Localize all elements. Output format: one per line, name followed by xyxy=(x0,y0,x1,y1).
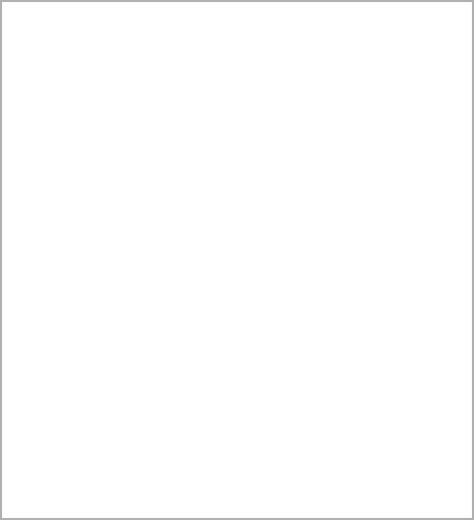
Text: Chronic Thromboembolic Pulmonary Hypertension (CTEPH) Diagnosis Confirmed: Chronic Thromboembolic Pulmonary Hyperte… xyxy=(23,63,451,73)
FancyBboxPatch shape xyxy=(0,0,474,52)
Text: plinary UC San Diego CTEPH Team: plinary UC San Diego CTEPH Team xyxy=(7,24,233,37)
FancyBboxPatch shape xyxy=(12,109,462,180)
Text: Targeted Medical Therapy and/or
Balloon Pulmonary Angioplasty: Targeted Medical Therapy and/or Balloon … xyxy=(265,271,453,293)
Text: Pulmonary Thromboendarterectomy: Pulmonary Thromboendarterectomy xyxy=(9,273,223,283)
FancyBboxPatch shape xyxy=(254,196,464,262)
Text: CTEPH Treatment Algorithm by the Multidisci-: CTEPH Treatment Algorithm by the Multidi… xyxy=(134,10,443,23)
Text: CENTRAL ILLUSTRATION:: CENTRAL ILLUSTRATION: xyxy=(7,10,172,23)
Text: CTEPH Multidisciplinary Team Assessment: CTEPH Multidisciplinary Team Assessment xyxy=(105,96,369,106)
Text: Mahmud, E. et al. J Am Coll Cardiol. 2018;71(21):2468-86.: Mahmud, E. et al. J Am Coll Cardiol. 201… xyxy=(8,492,310,502)
Circle shape xyxy=(345,353,435,443)
FancyBboxPatch shape xyxy=(12,196,220,262)
Circle shape xyxy=(175,395,185,405)
Circle shape xyxy=(117,350,207,440)
FancyBboxPatch shape xyxy=(12,56,462,80)
Circle shape xyxy=(172,392,188,408)
Text: •  Technically operable with
    acceptable risk/benefit: • Technically operable with acceptable r… xyxy=(24,204,164,228)
FancyBboxPatch shape xyxy=(12,92,462,109)
Text: •  Pulmonary thromboendarterectomy (PTE) surgeon
•  Pulmonary vascular medicine : • Pulmonary thromboendarterectomy (PTE) … xyxy=(30,115,297,168)
PathPatch shape xyxy=(53,348,91,440)
Text: •  Technically inoperable
•  Technically operable with unacceptable
    risk/ben: • Technically inoperable • Technically o… xyxy=(264,204,469,268)
FancyBboxPatch shape xyxy=(254,264,464,300)
FancyBboxPatch shape xyxy=(12,264,220,292)
FancyBboxPatch shape xyxy=(0,302,474,490)
PathPatch shape xyxy=(273,348,310,440)
